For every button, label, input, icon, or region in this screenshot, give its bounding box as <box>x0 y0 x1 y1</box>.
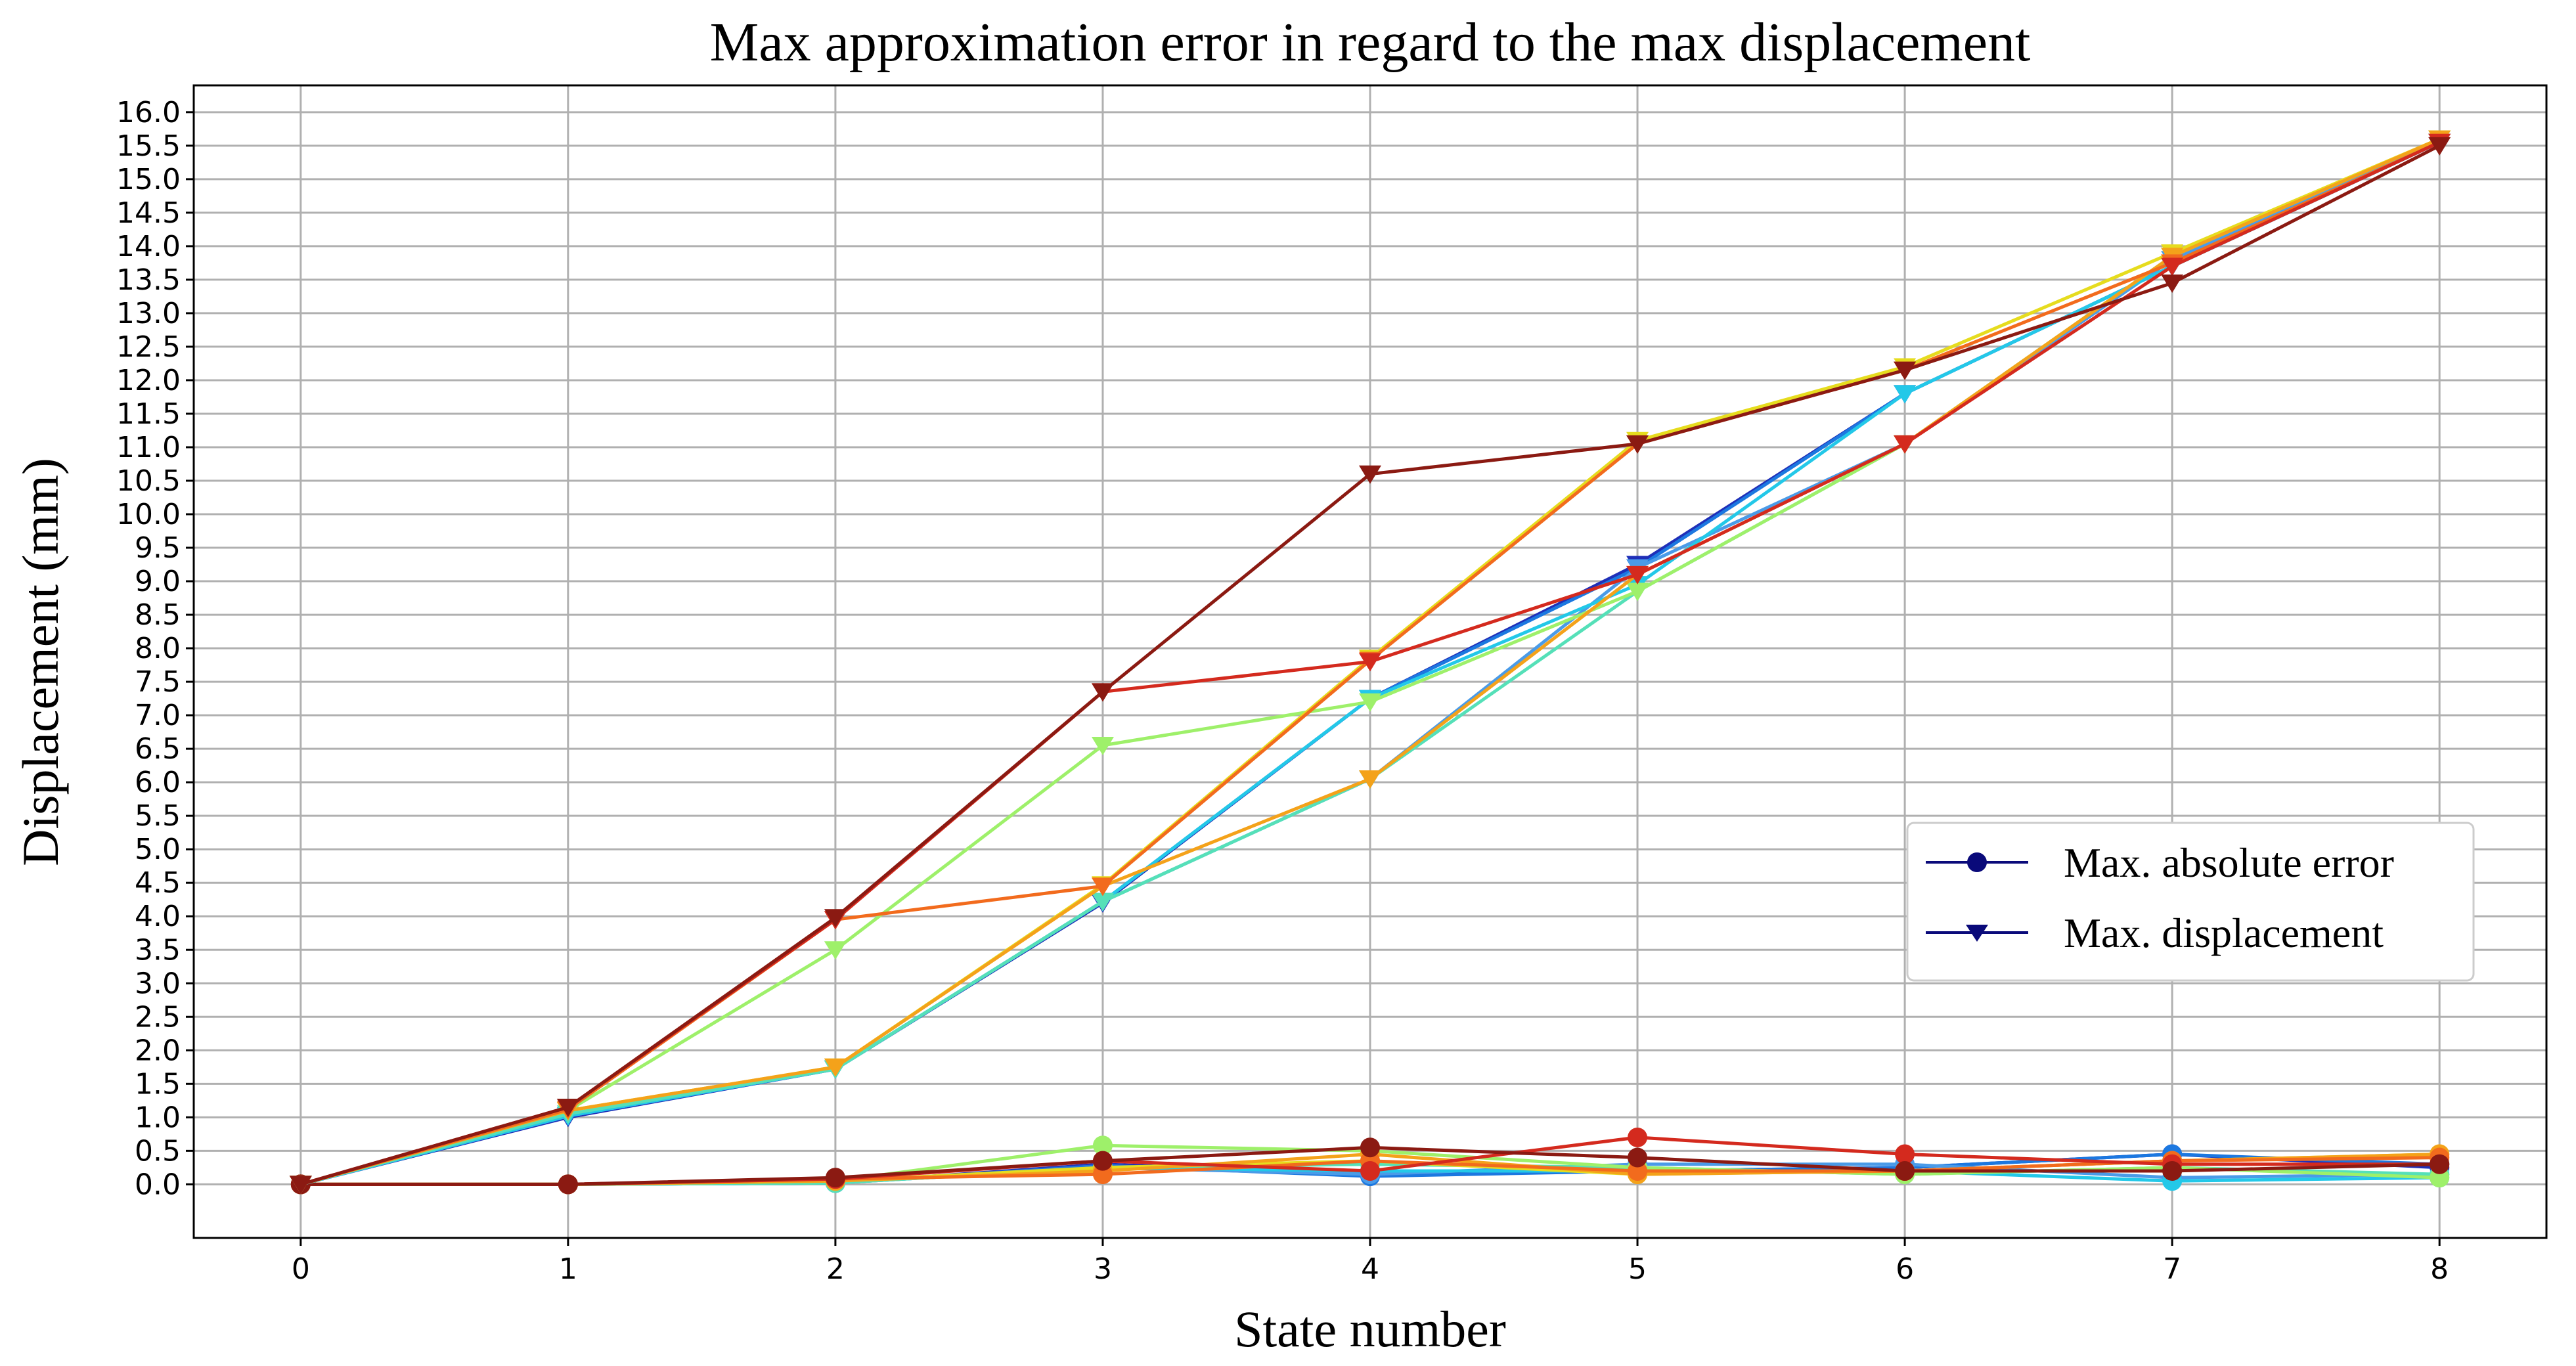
y-tick-label: 12.0 <box>116 364 181 397</box>
triangle-down-point-marker <box>1359 693 1381 712</box>
circle-point-marker <box>1092 1135 1113 1156</box>
circle-point-marker <box>2430 1154 2450 1174</box>
triangle-down-point-marker <box>289 1176 312 1195</box>
y-tick-label: 13.0 <box>116 297 181 330</box>
legend-label-error: Max. absolute error <box>2064 839 2394 886</box>
triangle-down-point-marker <box>1091 892 1114 912</box>
triangle-down-point-marker <box>2428 137 2451 156</box>
x-tick-label: 3 <box>1094 1252 1112 1286</box>
legend-triangle-down-marker-icon <box>1966 925 1988 942</box>
displacement-series-10 <box>289 137 2451 1195</box>
triangle-down-point-marker <box>1091 683 1114 702</box>
circle-point-marker <box>1360 1137 1380 1158</box>
y-tick-label: 10.5 <box>116 464 181 498</box>
y-tick-label: 1.0 <box>135 1101 181 1134</box>
triangle-down-point-marker <box>1359 770 1381 789</box>
triangle-down-point-marker <box>1894 385 1917 404</box>
triangle-down-point-marker <box>1091 737 1114 756</box>
y-tick-label: 9.0 <box>135 565 181 598</box>
legend-circle-marker-icon <box>1967 852 1987 872</box>
y-tick-label: 3.0 <box>135 967 181 1000</box>
y-tick-label: 14.0 <box>116 230 181 263</box>
y-tick-label: 15.0 <box>116 163 181 196</box>
circle-point-marker <box>1360 1160 1380 1181</box>
y-tick-label: 6.5 <box>135 732 181 766</box>
triangle-down-point-marker <box>1091 877 1114 896</box>
triangle-down-point-marker <box>1359 465 1381 484</box>
legend-entry-displacement: Max. displacement <box>1926 910 2384 956</box>
circle-point-marker <box>2162 1160 2183 1181</box>
circle-point-marker <box>558 1174 578 1195</box>
y-tick-label: 3.5 <box>135 933 181 967</box>
x-axis-ticks: 0 1 2 3 4 5 6 7 8 <box>292 1238 2449 1286</box>
plot-frame <box>192 84 2548 1239</box>
y-tick-label: 4.5 <box>135 866 181 900</box>
y-tick-label: 1.5 <box>135 1067 181 1101</box>
y-tick-label: 7.0 <box>135 699 181 732</box>
chart-title: Max approximation error in regard to the… <box>710 12 2031 73</box>
y-tick-label: 9.5 <box>135 531 181 565</box>
circle-point-marker <box>1628 1127 1648 1147</box>
triangle-down-point-marker <box>1359 653 1381 672</box>
triangle-down-point-marker <box>824 909 847 928</box>
triangle-down-point-marker <box>2161 275 2184 294</box>
legend-box <box>1906 822 2475 982</box>
y-tick-label: 6.0 <box>135 766 181 799</box>
x-tick-label: 6 <box>1896 1252 1914 1286</box>
legend: Max. absolute error Max. displacement <box>1906 822 2475 982</box>
y-tick-label: 10.0 <box>116 498 181 531</box>
y-tick-label: 8.5 <box>135 598 181 632</box>
y-axis-label: Displacement (mm) <box>12 458 69 866</box>
y-tick-label: 15.5 <box>116 129 181 163</box>
triangle-down-point-marker <box>1626 565 1649 584</box>
y-tick-label: 11.5 <box>116 397 181 431</box>
y-tick-label: 5.5 <box>135 799 181 833</box>
y-tick-label: 7.5 <box>135 665 181 699</box>
y-tick-label: 2.0 <box>135 1034 181 1067</box>
legend-entry-error: Max. absolute error <box>1926 839 2394 886</box>
x-tick-label: 4 <box>1361 1252 1379 1286</box>
y-tick-label: 8.0 <box>135 632 181 665</box>
legend-label-displacement: Max. displacement <box>2064 910 2384 956</box>
y-tick-label: 11.0 <box>116 431 181 464</box>
error-series-10 <box>290 1137 2450 1195</box>
triangle-down-point-marker <box>1626 435 1649 454</box>
circle-point-marker <box>825 1168 845 1188</box>
y-tick-label: 0.5 <box>135 1134 181 1168</box>
y-tick-label: 14.5 <box>116 196 181 230</box>
x-tick-label: 8 <box>2430 1252 2449 1286</box>
circle-point-marker <box>1895 1160 1915 1181</box>
y-tick-label: 5.0 <box>135 833 181 866</box>
circle-point-marker <box>1092 1151 1113 1171</box>
y-tick-label: 16.0 <box>116 96 181 129</box>
x-tick-label: 7 <box>2163 1252 2181 1286</box>
triangle-down-point-marker <box>824 1058 847 1077</box>
y-tick-label: 0.0 <box>135 1168 181 1201</box>
x-tick-label: 2 <box>826 1252 845 1286</box>
circle-point-marker <box>1895 1144 1915 1164</box>
circle-point-marker <box>1628 1147 1648 1168</box>
x-tick-label: 5 <box>1628 1252 1647 1286</box>
triangle-down-point-marker <box>2161 257 2184 276</box>
x-axis-label: State number <box>1234 1300 1506 1357</box>
y-tick-label: 13.5 <box>116 263 181 297</box>
x-tick-label: 1 <box>559 1252 577 1286</box>
y-tick-label: 2.5 <box>135 1000 181 1034</box>
x-tick-label: 0 <box>292 1252 310 1286</box>
y-tick-label: 12.5 <box>116 330 181 364</box>
triangle-down-point-marker <box>1626 583 1649 602</box>
triangle-down-point-marker <box>824 941 847 960</box>
triangle-down-point-marker <box>556 1099 579 1118</box>
y-tick-label: 4.0 <box>135 900 181 933</box>
y-axis-ticks: 0.00.51.01.52.02.53.03.54.04.55.05.56.06… <box>116 96 194 1201</box>
triangle-down-point-marker <box>1894 435 1917 454</box>
triangle-down-point-marker <box>1894 361 1917 380</box>
series-layer <box>289 130 2451 1195</box>
